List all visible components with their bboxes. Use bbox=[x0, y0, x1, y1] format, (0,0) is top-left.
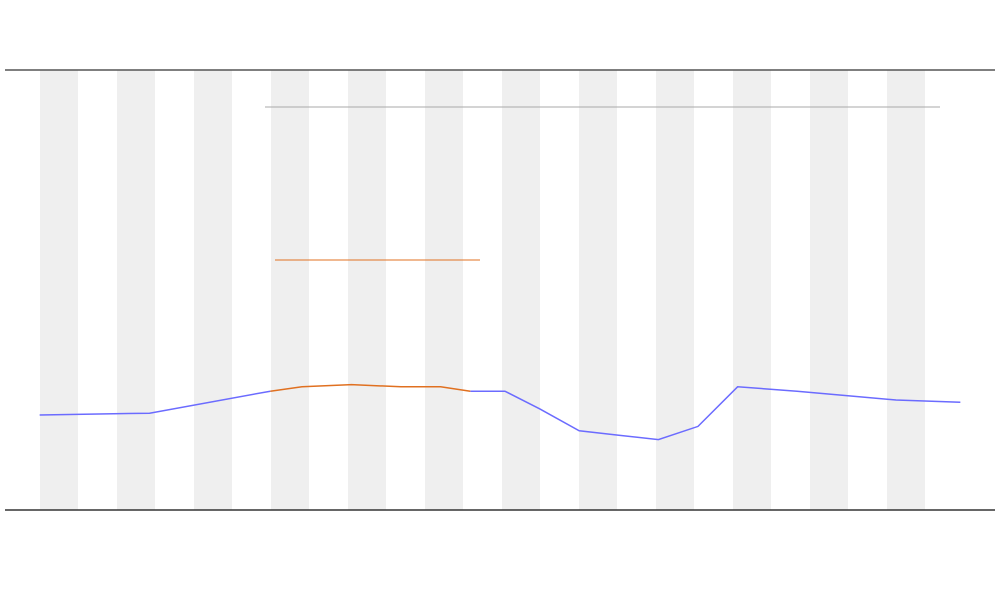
band bbox=[887, 70, 925, 510]
band bbox=[579, 70, 617, 510]
band bbox=[425, 70, 463, 510]
plot-area bbox=[39, 383, 961, 441]
band bbox=[810, 70, 848, 510]
band bbox=[502, 70, 540, 510]
band bbox=[348, 70, 386, 510]
band bbox=[40, 70, 78, 510]
background-bands bbox=[40, 70, 925, 510]
series-line bbox=[39, 386, 961, 441]
band bbox=[117, 70, 155, 510]
band bbox=[271, 70, 309, 510]
band bbox=[194, 70, 232, 510]
band bbox=[733, 70, 771, 510]
band bbox=[656, 70, 694, 510]
series-line bbox=[270, 383, 471, 392]
